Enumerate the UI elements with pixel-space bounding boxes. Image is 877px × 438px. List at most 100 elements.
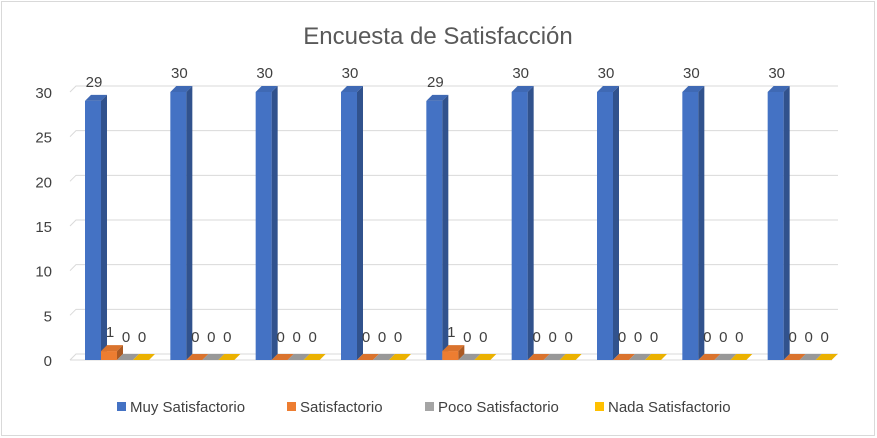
bar [543,354,566,360]
data-label: 0 [618,329,626,346]
bar [255,86,278,360]
bar [527,354,550,360]
data-label: 30 [768,65,785,82]
legend-label: Poco Satisfactorio [438,399,559,416]
y-tick-label: 20 [35,174,52,191]
bar [474,354,497,360]
data-label: 30 [512,65,529,82]
data-label: 0 [634,329,642,346]
y-tick-label: 5 [44,308,52,325]
bar [133,354,155,360]
gridlines [69,85,838,361]
data-label: 0 [650,329,658,346]
bar [170,86,193,360]
data-label: 29 [427,74,444,91]
y-tick-label: 10 [35,264,52,281]
data-label: 0 [207,329,215,346]
legend: Muy Satisfactorio Satisfactorio Poco Satis… [117,399,731,416]
data-label: 30 [256,65,273,82]
y-axis: 0 5 10 15 20 25 30 [35,85,52,370]
data-label: 30 [598,65,615,82]
legend-swatch [595,402,604,411]
data-label: 0 [735,329,743,346]
legend-label: Satisfactorio [300,399,383,416]
bar [389,354,411,360]
bar [645,354,667,360]
gridline [69,264,838,272]
bar [698,354,721,360]
bar [373,354,395,360]
bar [341,86,363,360]
bar [682,86,705,360]
data-label: 0 [532,329,540,346]
data-label: 0 [719,329,727,346]
chart-title: Encuesta de Satisfacción [303,23,573,50]
legend-item: Satisfactorio [287,399,383,416]
bar [815,354,838,360]
bar [783,354,806,360]
bar [613,354,635,360]
data-label: 30 [171,65,188,82]
y-tick-label: 30 [35,85,52,102]
data-label: 0 [564,329,572,346]
bar [511,86,534,360]
gridline [69,308,838,316]
bar [117,354,139,360]
bar [559,354,582,360]
data-label: 0 [788,329,796,346]
data-label: 1 [447,324,455,341]
bar [186,354,209,360]
data-label: 0 [463,329,471,346]
legend-item: Muy Satisfactorio [117,399,245,416]
data-label: 0 [292,329,300,346]
gridline [69,130,838,138]
bar [85,94,107,360]
bar [799,354,822,360]
bar [357,354,379,360]
legend-label: Muy Satisfactorio [130,399,245,416]
gridline [69,219,838,227]
bar [714,354,737,360]
bar [287,354,310,360]
legend-label: Nada Satisfactorio [608,399,731,416]
gridline [69,85,838,93]
data-label: 0 [308,329,316,346]
data-label: 1 [106,324,114,341]
bar [202,354,225,360]
bar [597,86,619,360]
data-label: 0 [138,329,146,346]
legend-swatch [117,402,126,411]
legend-swatch [287,402,296,411]
data-label: 0 [191,329,199,346]
data-label: 0 [820,329,828,346]
y-tick-label: 15 [35,219,52,236]
data-label: 0 [378,329,386,346]
bar [426,94,449,360]
bar [442,345,465,360]
bar [218,354,241,360]
gridline [69,353,838,361]
data-label: 30 [683,65,700,82]
y-tick-label: 25 [35,130,52,147]
gridline [69,174,838,182]
data-label: 0 [122,329,130,346]
data-label: 0 [804,329,812,346]
bar [303,354,326,360]
bar [767,86,790,360]
data-label: 30 [342,65,359,82]
data-label: 0 [703,329,711,346]
data-label: 0 [548,329,556,346]
bar [458,354,481,360]
data-label: 0 [362,329,370,346]
bars [85,86,838,360]
legend-item: Poco Satisfactorio [425,399,559,416]
data-label: 0 [276,329,284,346]
bar [101,345,123,360]
bar [271,354,294,360]
y-tick-label: 0 [44,353,52,370]
legend-swatch [425,402,434,411]
bar [730,354,753,360]
legend-item: Nada Satisfactorio [595,399,731,416]
